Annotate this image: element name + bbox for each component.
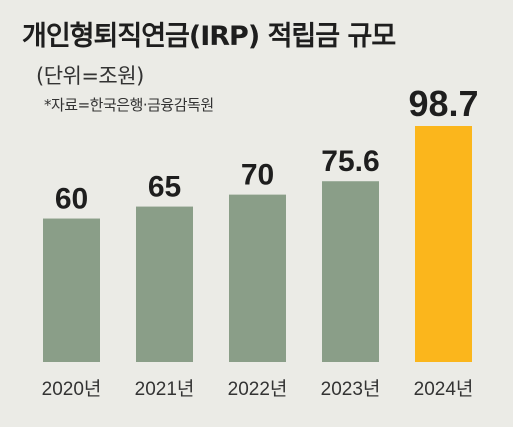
value-label-2023년: 75.6 xyxy=(321,145,379,178)
value-label-2020년: 60 xyxy=(55,183,88,216)
value-label-2022년: 70 xyxy=(241,159,274,192)
chart-title: 개인형퇴직연금(IRP) 적립금 규모 xyxy=(22,21,396,52)
unit-label: (단위=조원) xyxy=(36,64,144,88)
source-note: *자료=한국은행·금융감독원 xyxy=(44,96,214,114)
x-tick-label: 2022년 xyxy=(228,378,288,400)
bar-2022년 xyxy=(229,194,286,362)
x-tick-label: 2023년 xyxy=(321,378,381,400)
bar-2024년 xyxy=(415,126,472,362)
bar-2023년 xyxy=(322,181,379,362)
x-tick-label: 2024년 xyxy=(414,378,474,400)
bar-2021년 xyxy=(136,206,193,362)
value-label-2021년: 65 xyxy=(148,171,181,204)
x-tick-label: 2021년 xyxy=(135,378,195,400)
bar-2020년 xyxy=(43,218,100,362)
value-label-2024년: 98.7 xyxy=(408,83,478,124)
x-tick-label: 2020년 xyxy=(42,378,102,400)
